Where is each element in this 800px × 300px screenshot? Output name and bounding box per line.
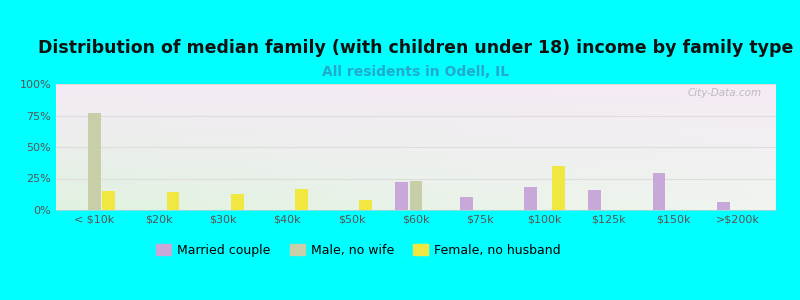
Bar <box>102 191 115 210</box>
Text: City-Data.com: City-Data.com <box>687 88 762 98</box>
Bar <box>231 194 244 210</box>
Text: All residents in Odell, IL: All residents in Odell, IL <box>322 65 510 79</box>
Bar <box>295 189 308 210</box>
Title: Distribution of median family (with children under 18) income by family type: Distribution of median family (with chil… <box>38 39 794 57</box>
Bar <box>88 113 101 210</box>
Bar <box>460 197 473 210</box>
Bar <box>395 182 408 210</box>
Bar <box>359 200 372 210</box>
Bar <box>552 166 565 210</box>
Bar <box>410 181 422 210</box>
Bar <box>717 202 730 210</box>
Legend: Married couple, Male, no wife, Female, no husband: Married couple, Male, no wife, Female, n… <box>151 239 566 262</box>
Bar <box>524 187 537 210</box>
Bar <box>166 192 179 210</box>
Bar <box>653 173 666 210</box>
Bar <box>588 190 601 210</box>
